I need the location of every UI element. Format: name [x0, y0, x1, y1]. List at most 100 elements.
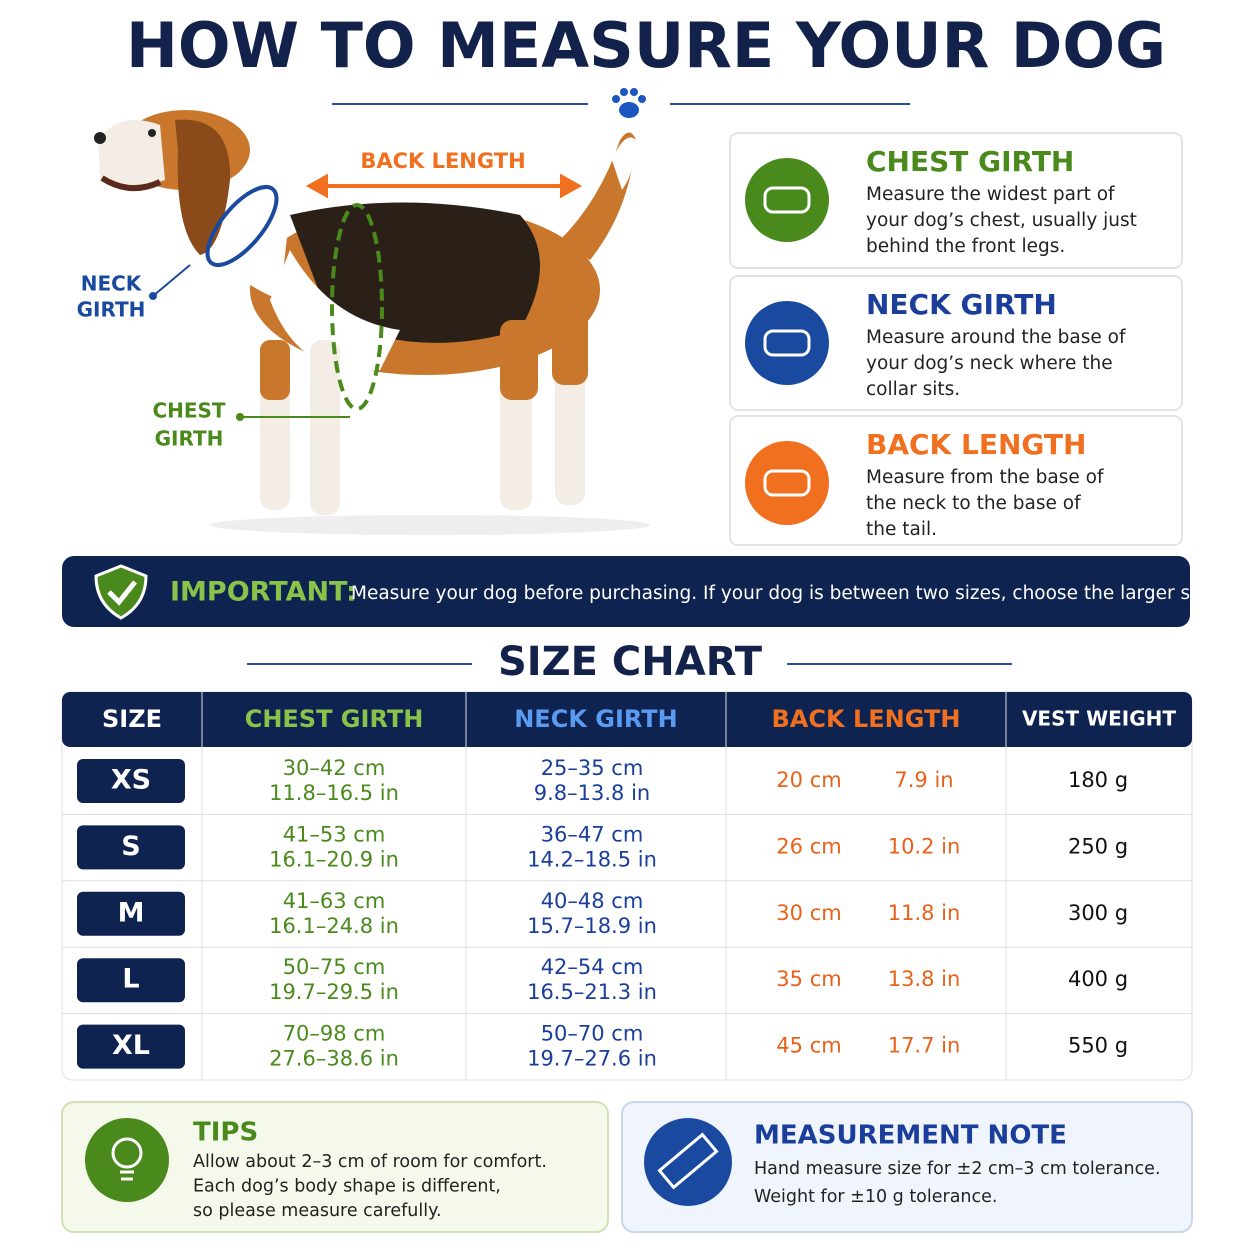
card-text: Measure from the base of	[866, 467, 1104, 488]
neck-cell: 14.2–18.5 in	[527, 847, 657, 871]
card-text: your dog’s chest, usually just	[866, 210, 1137, 231]
size-chart-title: SIZE CHART	[498, 639, 763, 685]
card-icon	[745, 301, 829, 385]
column-header: BACK LENGTH	[772, 705, 961, 733]
weight-cell: 550 g	[1068, 1034, 1128, 1058]
back-cell: 11.8 in	[888, 901, 961, 925]
ruler-glyph	[657, 1132, 719, 1190]
bulb-glyph	[111, 1137, 143, 1181]
card-icon	[745, 441, 829, 525]
chest-cell: 41–53 cm	[283, 822, 386, 846]
column-header: CHEST GIRTH	[245, 705, 424, 733]
back-cell: 30 cm	[776, 901, 841, 925]
ruler-icon	[644, 1118, 732, 1206]
weight-cell: 180 g	[1068, 768, 1128, 792]
chest-girth-marker	[330, 203, 384, 411]
back-length-arrow	[305, 173, 583, 199]
neck-cell: 40–48 cm	[541, 889, 644, 913]
neck-cell: 19.7–27.6 in	[527, 1047, 657, 1071]
card-title: CHEST GIRTH	[866, 145, 1074, 178]
chest-girth-label: GIRTH	[155, 427, 224, 451]
size-badge	[77, 825, 185, 870]
info-card	[729, 132, 1183, 269]
back-cell: 26 cm	[776, 834, 841, 858]
chest-cell: 30–42 cm	[283, 756, 386, 780]
table-header	[62, 692, 1192, 747]
neck-cell: 16.5–21.3 in	[527, 980, 657, 1004]
neck-cell: 25–35 cm	[541, 756, 644, 780]
card-glyph	[763, 329, 811, 357]
chest-cell: 41–63 cm	[283, 889, 386, 913]
card-text: the neck to the base of	[866, 493, 1081, 514]
info-card	[729, 415, 1183, 546]
back-cell: 7.9 in	[894, 768, 953, 792]
card-text: Measure around the base of	[866, 327, 1126, 348]
card-title: NECK GIRTH	[866, 288, 1057, 321]
note-title: MEASUREMENT NOTE	[754, 1121, 1067, 1151]
size-cell: L	[122, 964, 139, 995]
weight-cell: 300 g	[1068, 901, 1128, 925]
column-header: SIZE	[102, 705, 162, 733]
card-text: behind the front legs.	[866, 236, 1065, 257]
bulb-icon	[85, 1118, 169, 1202]
neck-leader	[152, 264, 191, 297]
neck-dot	[149, 292, 157, 300]
neck-girth-marker	[205, 185, 279, 267]
size-cell: XS	[111, 765, 151, 796]
size-cell: S	[121, 831, 140, 862]
chest-dot	[236, 413, 244, 421]
note-box	[621, 1101, 1193, 1233]
chest-cell: 50–75 cm	[283, 955, 386, 979]
shield-icon	[94, 564, 148, 620]
tips-text: Each dog’s body shape is different,	[193, 1177, 501, 1197]
chest-cell: 16.1–24.8 in	[269, 914, 399, 938]
back-cell: 20 cm	[776, 768, 841, 792]
card-title: BACK LENGTH	[866, 428, 1086, 461]
neck-cell: 42–54 cm	[541, 955, 644, 979]
neck-cell: 50–70 cm	[541, 1022, 644, 1046]
important-banner	[62, 556, 1190, 627]
note-text: Hand measure size for ±2 cm–3 cm toleran…	[754, 1159, 1161, 1179]
size-badge	[77, 1024, 185, 1069]
neck-cell: 15.7–18.9 in	[527, 914, 657, 938]
column-header: NECK GIRTH	[514, 705, 678, 733]
dog-illustration	[94, 110, 650, 535]
tips-text: Allow about 2–3 cm of room for comfort.	[193, 1152, 547, 1172]
chest-cell: 70–98 cm	[283, 1022, 386, 1046]
neck-cell: 36–47 cm	[541, 822, 644, 846]
size-badge	[77, 958, 185, 1003]
back-cell: 35 cm	[776, 967, 841, 991]
card-glyph	[763, 186, 811, 214]
back-cell: 45 cm	[776, 1034, 841, 1058]
back-length-label: BACK LENGTH	[360, 149, 525, 173]
column-header: VEST WEIGHT	[1022, 707, 1176, 731]
important-text: Measure your dog before purchasing. If y…	[351, 583, 1222, 604]
note-text: Weight for ±10 g tolerance.	[754, 1187, 997, 1207]
card-text: the tail.	[866, 519, 937, 540]
chest-cell: 27.6–38.6 in	[269, 1047, 399, 1071]
back-cell: 13.8 in	[888, 967, 961, 991]
paw-icon	[612, 88, 646, 118]
size-cell: XL	[112, 1030, 150, 1061]
weight-cell: 400 g	[1068, 967, 1128, 991]
neck-girth-label: GIRTH	[77, 298, 146, 322]
info-card	[729, 275, 1183, 411]
chest-cell: 16.1–20.9 in	[269, 847, 399, 871]
weight-cell: 250 g	[1068, 834, 1128, 858]
important-label: IMPORTANT:	[170, 577, 357, 608]
back-cell: 10.2 in	[888, 834, 961, 858]
chest-cell: 19.7–29.5 in	[269, 980, 399, 1004]
chest-cell: 11.8–16.5 in	[269, 781, 399, 805]
size-badge	[77, 891, 185, 936]
card-icon	[745, 158, 829, 242]
card-text: your dog’s neck where the	[866, 353, 1113, 374]
size-cell: M	[118, 897, 145, 928]
neck-cell: 9.8–13.8 in	[534, 781, 650, 805]
tips-text: so please measure carefully.	[193, 1201, 442, 1221]
title: HOW TO MEASURE YOUR DOG	[126, 9, 1166, 82]
size-badge	[77, 759, 185, 803]
neck-girth-label: NECK	[81, 272, 143, 296]
card-text: collar sits.	[866, 379, 960, 400]
tips-box	[61, 1101, 609, 1233]
